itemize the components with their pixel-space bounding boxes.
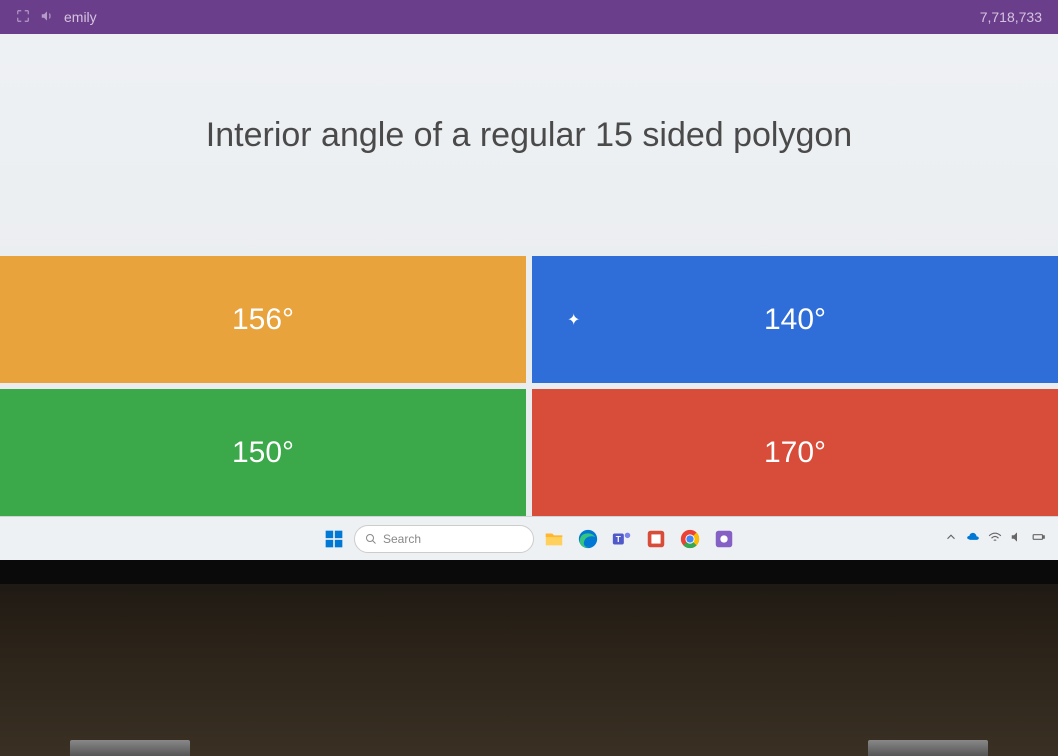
screen-area: emily 7,718,733 Interior angle of a regu… <box>0 0 1058 560</box>
quiz-top-bar: emily 7,718,733 <box>0 0 1058 34</box>
start-button[interactable] <box>320 525 348 553</box>
hinge-right <box>868 740 988 756</box>
hinge-left <box>70 740 190 756</box>
windows-taskbar: Search T <box>0 516 1058 560</box>
volume-icon[interactable] <box>1010 530 1024 547</box>
search-placeholder: Search <box>383 532 421 546</box>
bezel-strip <box>0 560 1058 584</box>
app-icon-1[interactable] <box>642 525 670 553</box>
edge-icon[interactable] <box>574 525 602 553</box>
quiz-content: Interior angle of a regular 15 sided pol… <box>0 34 1058 516</box>
battery-icon[interactable] <box>1032 530 1046 547</box>
system-tray[interactable] <box>944 530 1046 547</box>
svg-text:T: T <box>616 534 621 543</box>
answer-d-label: 170° <box>764 436 826 470</box>
answer-c-label: 150° <box>232 436 294 470</box>
question-container: Interior angle of a regular 15 sided pol… <box>0 34 1058 256</box>
chrome-icon[interactable] <box>676 525 704 553</box>
fullscreen-icon[interactable] <box>16 9 30 26</box>
sound-icon[interactable] <box>40 9 54 26</box>
onedrive-icon[interactable] <box>966 530 980 547</box>
app-icon-2[interactable] <box>710 525 738 553</box>
file-explorer-icon[interactable] <box>540 525 568 553</box>
answer-a-label: 156° <box>232 303 294 337</box>
answer-option-b[interactable]: ✦ 140° <box>532 256 1058 383</box>
taskbar-search[interactable]: Search <box>354 525 534 553</box>
answer-option-c[interactable]: 150° <box>0 389 526 516</box>
question-text: Interior angle of a regular 15 sided pol… <box>0 66 1058 225</box>
chevron-up-icon[interactable] <box>944 530 958 547</box>
answer-option-d[interactable]: 170° <box>532 389 1058 516</box>
answers-grid: 156° ✦ 140° 150° 170° <box>0 256 1058 516</box>
top-bar-left: emily <box>16 9 97 26</box>
taskbar-center: Search T <box>320 525 738 553</box>
score-text: 7,718,733 <box>980 9 1042 25</box>
answer-b-label: 140° <box>764 303 826 337</box>
laptop-bezel <box>0 560 1058 756</box>
wifi-icon[interactable] <box>988 530 1002 547</box>
answer-option-a[interactable]: 156° <box>0 256 526 383</box>
teams-icon[interactable]: T <box>608 525 636 553</box>
cursor-icon: ✦ <box>567 310 580 330</box>
search-icon <box>365 533 377 545</box>
username-text: emily <box>64 9 97 25</box>
